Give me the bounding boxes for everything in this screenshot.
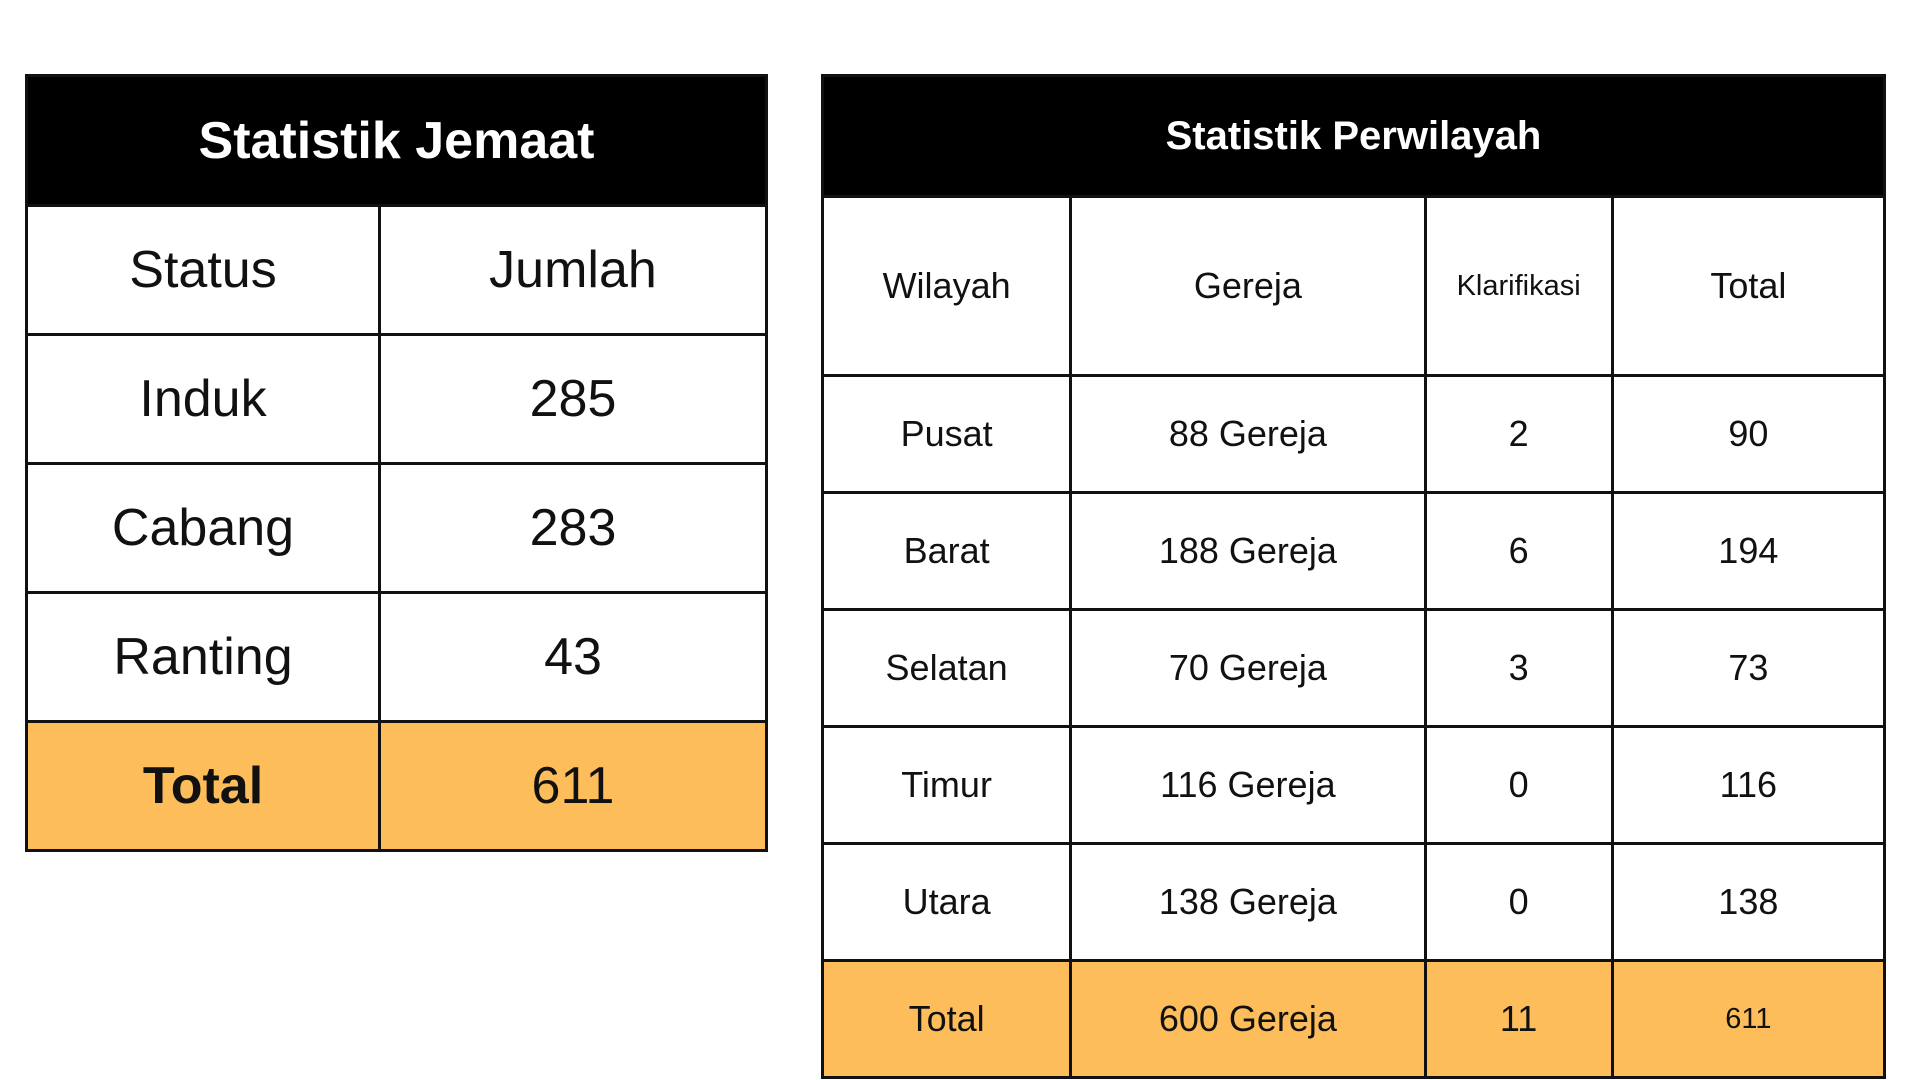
- column-header-gereja: Gereja: [1069, 195, 1427, 377]
- total-label-cell: Total: [820, 959, 1073, 1079]
- total-cell: 90: [1610, 374, 1887, 494]
- wilayah-cell: Barat: [820, 491, 1073, 611]
- klarifikasi-cell: 6: [1423, 491, 1614, 611]
- table-row: Ranting 43: [25, 591, 768, 723]
- total-label-cell: Total: [25, 720, 381, 852]
- gereja-cell: 88 Gereja: [1069, 374, 1427, 494]
- total-value-cell: 611: [1610, 959, 1887, 1079]
- jemaat-total-row: Total 611: [25, 720, 768, 852]
- table-row: Barat 188 Gereja 6 194: [820, 491, 1887, 611]
- total-value-cell: 611: [378, 720, 768, 852]
- column-header-jumlah: Jumlah: [378, 204, 768, 336]
- total-cell: 194: [1610, 491, 1887, 611]
- wilayah-header-row: Wilayah Gereja Klarifikasi Total: [820, 195, 1887, 377]
- wilayah-table-title: Statistik Perwilayah: [821, 74, 1886, 198]
- table-row: Cabang 283: [25, 462, 768, 594]
- column-header-klarifikasi: Klarifikasi: [1423, 195, 1614, 377]
- jumlah-cell: 43: [378, 591, 768, 723]
- total-cell: 138: [1610, 842, 1887, 962]
- wilayah-cell: Utara: [820, 842, 1073, 962]
- total-cell: 73: [1610, 608, 1887, 728]
- wilayah-cell: Timur: [820, 725, 1073, 845]
- total-cell: 116: [1610, 725, 1887, 845]
- table-row: Utara 138 Gereja 0 138: [820, 842, 1887, 962]
- status-cell: Cabang: [25, 462, 381, 594]
- jumlah-cell: 283: [378, 462, 768, 594]
- total-gereja-cell: 600 Gereja: [1069, 959, 1427, 1079]
- table-row: Pusat 88 Gereja 2 90: [820, 374, 1887, 494]
- jumlah-cell: 285: [378, 333, 768, 465]
- wilayah-cell: Pusat: [820, 374, 1073, 494]
- jemaat-table-title: Statistik Jemaat: [25, 74, 768, 207]
- gereja-cell: 188 Gereja: [1069, 491, 1427, 611]
- gereja-cell: 70 Gereja: [1069, 608, 1427, 728]
- wilayah-cell: Selatan: [820, 608, 1073, 728]
- klarifikasi-cell: 0: [1423, 842, 1614, 962]
- column-header-status: Status: [25, 204, 381, 336]
- klarifikasi-cell: 0: [1423, 725, 1614, 845]
- column-header-total: Total: [1610, 195, 1887, 377]
- status-cell: Ranting: [25, 591, 381, 723]
- status-cell: Induk: [25, 333, 381, 465]
- table-row: Selatan 70 Gereja 3 73: [820, 608, 1887, 728]
- table-row: Timur 116 Gereja 0 116: [820, 725, 1887, 845]
- gereja-cell: 138 Gereja: [1069, 842, 1427, 962]
- jemaat-header-row: Status Jumlah: [25, 204, 768, 336]
- wilayah-total-row: Total 600 Gereja 11 611: [820, 959, 1887, 1079]
- total-klarifikasi-cell: 11: [1423, 959, 1614, 1079]
- table-row: Induk 285: [25, 333, 768, 465]
- column-header-wilayah: Wilayah: [820, 195, 1073, 377]
- klarifikasi-cell: 2: [1423, 374, 1614, 494]
- gereja-cell: 116 Gereja: [1069, 725, 1427, 845]
- jemaat-statistics-table: Statistik Jemaat Status Jumlah Induk 285…: [25, 74, 768, 852]
- wilayah-statistics-table: Statistik Perwilayah Wilayah Gereja Klar…: [820, 74, 1887, 1079]
- klarifikasi-cell: 3: [1423, 608, 1614, 728]
